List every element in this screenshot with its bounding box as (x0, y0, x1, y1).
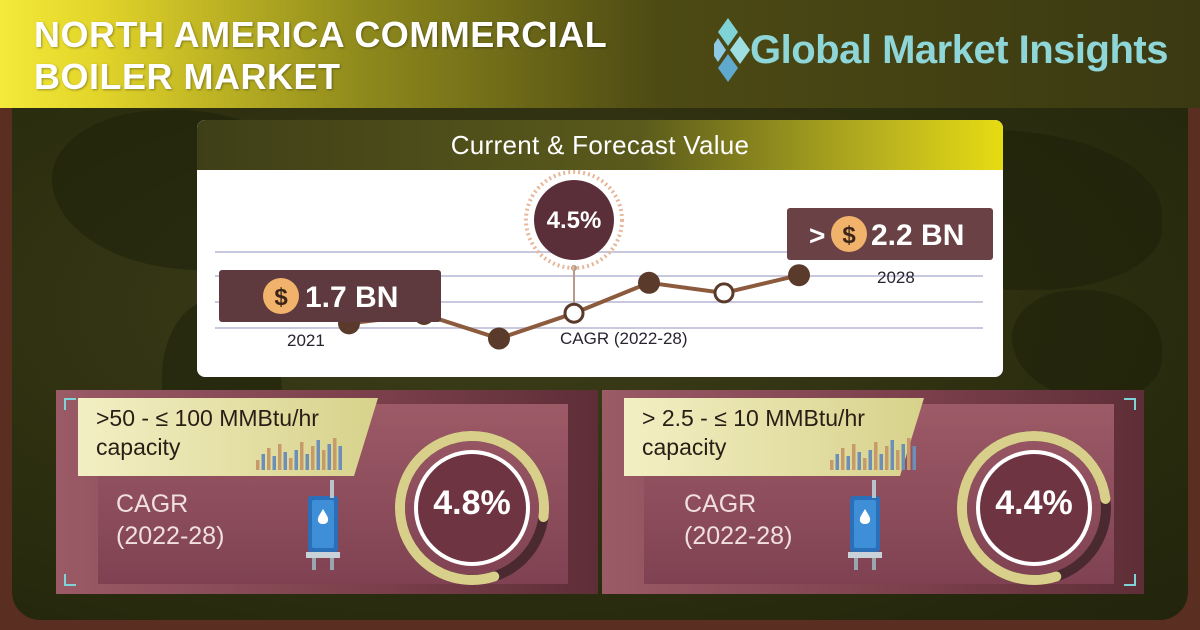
segment-label: >50 - ≤ 100 MMBtu/hr capacity (96, 405, 319, 460)
brand-logo[interactable]: Global Market Insights (710, 18, 1174, 88)
bar-icon-bar (868, 450, 872, 470)
boiler-icon (848, 480, 882, 570)
bar-icon-bar (885, 446, 889, 470)
currency-symbol: $ (842, 222, 856, 249)
end-prefix: > (809, 220, 825, 251)
bar-icon-bar (901, 444, 905, 470)
segment-cagr-value: 4.8% (433, 484, 511, 522)
brand-name: Global Market Insights (750, 28, 1168, 72)
bar-icon-bar (305, 454, 309, 470)
ring-gauge (395, 431, 549, 585)
chart-title: Current & Forecast Value (450, 130, 750, 160)
bar-icon-bar (261, 454, 265, 470)
bar-icon-bar (278, 444, 282, 470)
bar-icon-bar (857, 452, 861, 470)
bar-graph-icon (830, 438, 916, 470)
bar-icon-bar (267, 448, 271, 470)
data-point (713, 282, 735, 304)
bar-icon-bar (896, 450, 900, 470)
bar-icon-bar (907, 438, 911, 470)
bar-icon-bar (835, 454, 839, 470)
data-point (563, 302, 585, 324)
bar-icon-bar (256, 460, 260, 470)
title-line-1: NORTH AMERICA COMMERCIAL (34, 14, 608, 55)
boiler-icon (306, 480, 340, 570)
cagr-label: CAGR (2022-28) (560, 329, 688, 348)
bar-icon-bar (300, 442, 304, 470)
segment-label: > 2.5 - ≤ 10 MMBtu/hr capacity (642, 405, 865, 460)
bar-icon-bar (830, 460, 834, 470)
bar-icon-bar (879, 454, 883, 470)
bar-icon-bar (289, 458, 293, 470)
corner-bracket (1124, 574, 1136, 586)
bar-icon-bar (338, 446, 342, 470)
segment-cagr-label: CAGR (2022-28) (116, 490, 225, 550)
cagr-value: 4.5% (547, 207, 602, 234)
cagr-badge (534, 180, 614, 260)
chart-header: Current & Forecast Value (197, 120, 1003, 170)
bar-graph-icon (256, 438, 342, 470)
start-year: 2021 (287, 331, 325, 350)
segment-cagr-label: CAGR (2022-28) (684, 490, 793, 550)
bar-icon-bar (874, 442, 878, 470)
ring-progress (957, 431, 1111, 585)
map-shape-asia (1012, 290, 1162, 400)
dollar-coin-icon (263, 278, 299, 314)
ring-gauge (957, 431, 1111, 585)
start-value: 1.7 BN (305, 281, 398, 314)
data-point (788, 264, 810, 287)
bar-icon-bar (863, 458, 867, 470)
bar-icon-bar (333, 438, 337, 470)
end-value: 2.2 BN (871, 219, 964, 252)
bar-icon-bar (294, 450, 298, 470)
end-year: 2028 (877, 268, 915, 287)
bar-icon-bar (316, 440, 320, 470)
ring-progress (395, 431, 549, 585)
data-point (638, 271, 660, 294)
bar-icon-bar (327, 444, 331, 470)
corner-bracket (64, 574, 76, 586)
currency-symbol: $ (274, 284, 288, 311)
corner-bracket (1124, 398, 1136, 410)
forecast-chart-card: Current & Forecast Value 4.5% $1.7 BN 2021… (197, 120, 1003, 377)
line-chart: 4.5% $ 1.7 BN 2021 > $2.2 BN 2028 CAGR (2022-28… (215, 170, 993, 350)
title-line-2: BOILER MARKET (34, 56, 341, 97)
bar-icon-bar (912, 446, 916, 470)
segment-cagr-value: 4.4% (995, 484, 1073, 522)
segment-panel-2: > 2.5 - ≤ 10 MMBtu/hr capacity CAGR (202… (602, 390, 1144, 594)
bar-icon-bar (272, 456, 276, 470)
bar-icon-bar (322, 450, 326, 470)
diamond-logo-icon (710, 18, 750, 82)
bar-icon-bar (841, 448, 845, 470)
cagr-ring: 4.4% (954, 428, 1114, 588)
cagr-badge-ring (524, 170, 624, 270)
data-point (488, 327, 510, 350)
ring-inner (414, 450, 530, 566)
bar-icon-bar (846, 456, 850, 470)
bar-icon-bar (311, 446, 315, 470)
header-banner: NORTH AMERICA COMMERCIAL BOILER MARKET G… (0, 0, 1200, 108)
corner-bracket (64, 398, 76, 410)
ring-inner (976, 450, 1092, 566)
bar-icon-bar (852, 444, 856, 470)
segment-panel-1: >50 - ≤ 100 MMBtu/hr capacity CAGR (2022… (56, 390, 598, 594)
bar-icon-bar (283, 452, 287, 470)
bar-icon-bar (890, 440, 894, 470)
page-title: NORTH AMERICA COMMERCIAL BOILER MARKET (34, 14, 607, 98)
cagr-ring: 4.8% (392, 428, 552, 588)
dollar-coin-icon (831, 216, 867, 252)
